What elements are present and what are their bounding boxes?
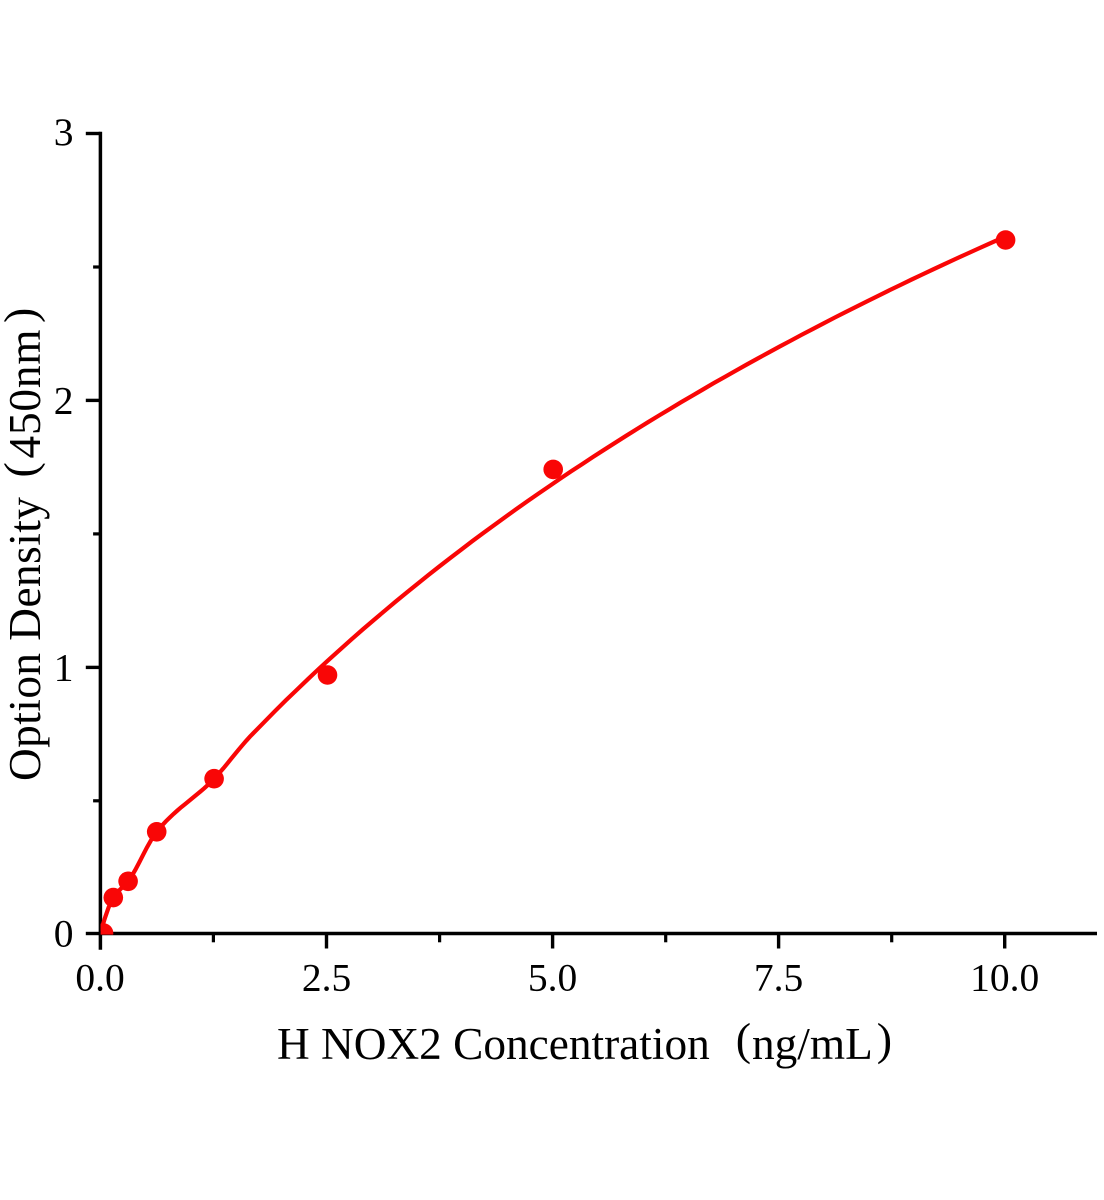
svg-text:Option Density: Option Density [0,497,50,781]
svg-text:0.0: 0.0 [75,956,124,1000]
svg-text:2: 2 [54,379,74,423]
svg-text:(: ( [736,1014,751,1065]
svg-text:5.0: 5.0 [528,956,577,1000]
svg-text:ng/mL: ng/mL [752,1019,873,1069]
svg-text:1: 1 [54,646,74,690]
svg-text:3: 3 [54,110,74,154]
svg-text:2.5: 2.5 [302,956,351,1000]
svg-text:450nm: 450nm [0,329,50,459]
svg-text:10.0: 10.0 [970,956,1039,1000]
svg-text:H NOX2 Concentration: H NOX2 Concentration [277,1019,710,1069]
svg-text:): ) [877,1014,892,1065]
svg-text:7.5: 7.5 [754,956,803,1000]
svg-text:): ) [0,308,46,323]
svg-text:(: ( [0,462,46,477]
svg-text:0: 0 [54,912,74,956]
